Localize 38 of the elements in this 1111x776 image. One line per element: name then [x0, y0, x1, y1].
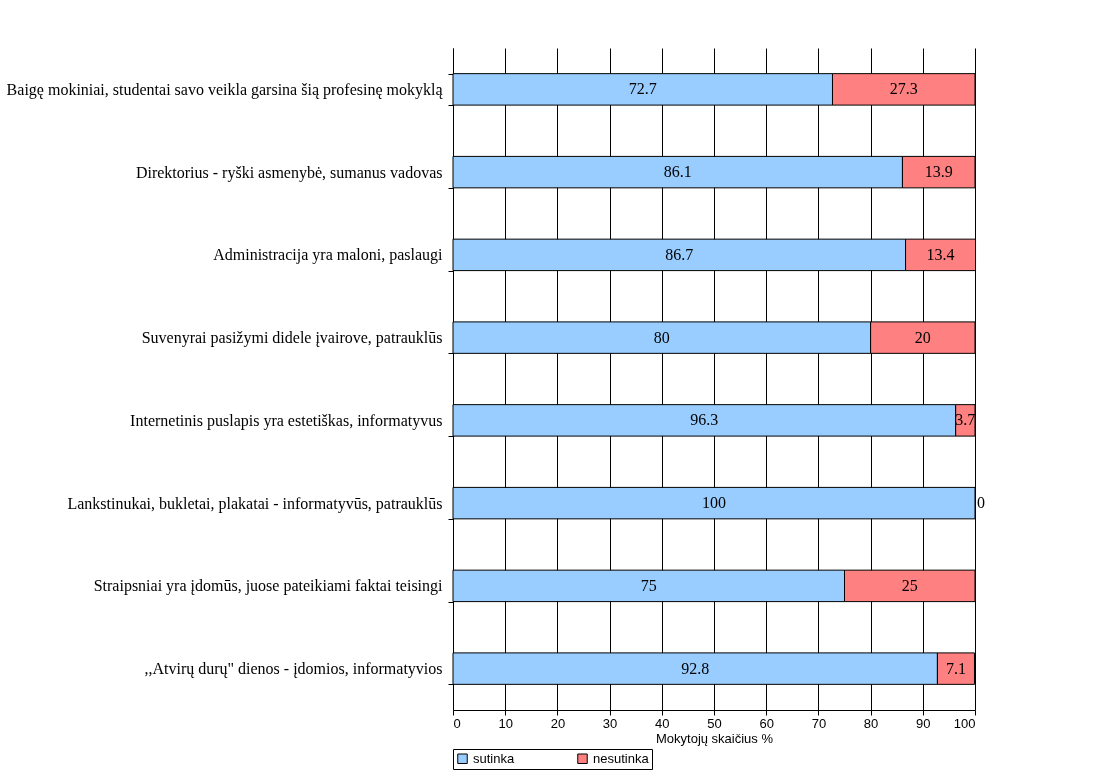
x-tick-label: 50	[707, 715, 722, 731]
x-tick-label: 60	[759, 715, 774, 731]
legend-label: sutinka	[473, 750, 515, 766]
y-tick-label: Lankstinukai, bukletai, plakatai - informatyvūs, patrauklūs	[67, 494, 443, 513]
data-label: 86.1	[663, 163, 692, 181]
data-label: 3.7	[955, 411, 976, 429]
data-label: 7.1	[945, 659, 966, 677]
data-label: 100	[702, 494, 726, 512]
data-label: 80	[653, 328, 670, 346]
x-tick-label: 30	[602, 715, 618, 731]
legend-label: nesutinka	[593, 750, 650, 766]
x-tick-label: 80	[863, 715, 879, 731]
data-label: 25	[901, 576, 918, 594]
x-tick-label: 10	[498, 715, 513, 731]
data-label: 13.9	[924, 163, 953, 181]
x-tick-label: 0	[453, 715, 461, 731]
data-label: 86.7	[665, 245, 694, 263]
y-tick-label: Straipsniai yra įdomūs, juose pateikiami faktai teisingi	[93, 577, 444, 596]
x-tick-label: 100	[953, 715, 976, 731]
x-axis-title: Mokytojų skaičius %	[655, 730, 774, 746]
data-label: 13.4	[926, 245, 955, 263]
data-label: 0	[977, 494, 985, 512]
y-tick-label: Internetinis puslapis yra estetiškas, informatyvus	[130, 411, 443, 430]
data-label: 20	[914, 328, 931, 346]
x-tick-label: 70	[811, 715, 827, 731]
x-tick-label: 20	[550, 715, 566, 731]
x-tick-label: 40	[655, 715, 670, 731]
data-label: 96.3	[690, 411, 719, 429]
data-label: 27.3	[889, 80, 918, 98]
y-tick-label: ,,Atvirų durų" dienos - įdomios, informatyvios	[144, 660, 443, 679]
y-tick-label: Suvenyrai pasižymi didele įvairove, patrauklūs	[141, 329, 443, 348]
data-label: 72.7	[628, 80, 657, 98]
y-tick-label: Direktorius - ryški asmenybė, sumanus vadovas	[135, 163, 443, 182]
y-tick-label: Baigę mokiniai, studentai savo veikla garsina šią profesinę mokyklą	[6, 80, 444, 99]
data-label: 92.8	[681, 659, 710, 677]
x-tick-label: 90	[916, 715, 931, 731]
data-label: 75	[640, 576, 657, 594]
y-tick-label: Administracija yra maloni, paslaugi	[213, 246, 444, 265]
